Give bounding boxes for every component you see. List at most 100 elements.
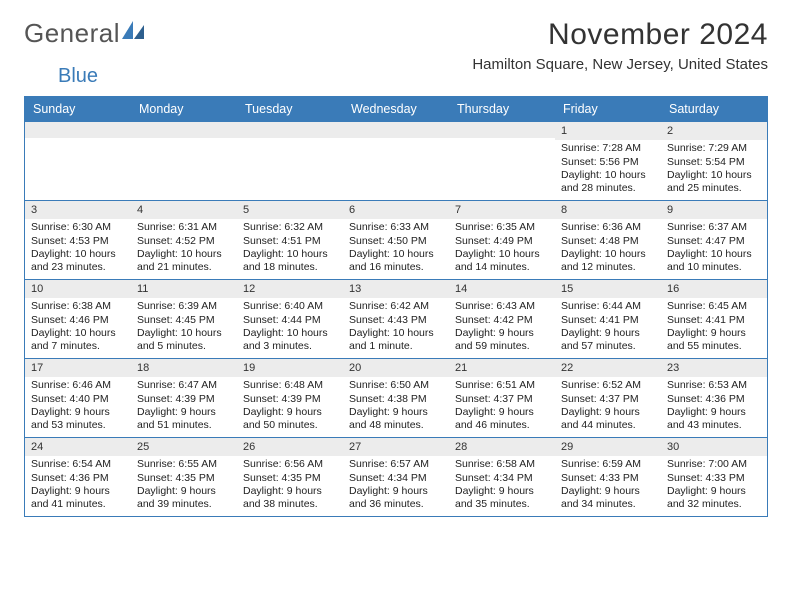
sunrise-line: Sunrise: 6:48 AM <box>243 379 337 392</box>
day-body: Sunrise: 6:47 AMSunset: 4:39 PMDaylight:… <box>131 377 237 437</box>
day-body: Sunrise: 6:52 AMSunset: 4:37 PMDaylight:… <box>555 377 661 437</box>
sunset-line: Sunset: 4:33 PM <box>561 472 655 485</box>
day-number: 29 <box>555 438 661 456</box>
day-body: Sunrise: 6:48 AMSunset: 4:39 PMDaylight:… <box>237 377 343 437</box>
sunrise-line: Sunrise: 7:00 AM <box>667 458 761 471</box>
sunrise-line: Sunrise: 6:56 AM <box>243 458 337 471</box>
day-cell: 18Sunrise: 6:47 AMSunset: 4:39 PMDayligh… <box>131 359 237 437</box>
sunrise-line: Sunrise: 6:32 AM <box>243 221 337 234</box>
day-cell: 27 Sunrise: 6:57 AMSunset: 4:34 PMDayligh… <box>343 438 449 516</box>
day-body: Sunrise: 7:28 AMSunset: 5:56 PMDaylight:… <box>555 140 661 200</box>
sunset-line: Sunset: 4:47 PM <box>667 235 761 248</box>
sunset-line: Sunset: 4:48 PM <box>561 235 655 248</box>
sunrise-line: Sunrise: 6:40 AM <box>243 300 337 313</box>
day-number: 10 <box>25 280 131 298</box>
day-cell <box>131 122 237 200</box>
daylight-line: Daylight: 9 hours and 46 minutes. <box>455 406 549 433</box>
day-header: Monday <box>131 97 237 121</box>
month-title: November 2024 <box>472 18 768 52</box>
day-header: Friday <box>555 97 661 121</box>
day-body: Sunrise: 6:54 AMSunset: 4:36 PMDaylight:… <box>25 456 131 516</box>
day-number: 3 <box>25 201 131 219</box>
day-header: Saturday <box>661 97 767 121</box>
week-row: 1Sunrise: 7:28 AMSunset: 5:56 PMDaylight… <box>25 121 767 200</box>
daylight-line: Daylight: 10 hours and 25 minutes. <box>667 169 761 196</box>
sunrise-line: Sunrise: 6:54 AM <box>31 458 125 471</box>
day-cell: 5Sunrise: 6:32 AMSunset: 4:51 PMDaylight… <box>237 201 343 279</box>
day-cell: 9Sunrise: 6:37 AMSunset: 4:47 PMDaylight… <box>661 201 767 279</box>
day-number: 18 <box>131 359 237 377</box>
day-body: Sunrise: 6:40 AMSunset: 4:44 PMDaylight:… <box>237 298 343 358</box>
sunrise-line: Sunrise: 6:59 AM <box>561 458 655 471</box>
sunrise-line: Sunrise: 6:52 AM <box>561 379 655 392</box>
sunrise-line: Sunrise: 6:55 AM <box>137 458 231 471</box>
daylight-line: Daylight: 9 hours and 53 minutes. <box>31 406 125 433</box>
day-number: 2 <box>661 122 767 140</box>
day-body: Sunrise: 6:38 AMSunset: 4:46 PMDaylight:… <box>25 298 131 358</box>
day-number <box>237 122 343 138</box>
day-body: Sunrise: 6:58 AMSunset: 4:34 PMDaylight:… <box>449 456 555 516</box>
sunset-line: Sunset: 4:49 PM <box>455 235 549 248</box>
day-body: Sunrise: 6:31 AMSunset: 4:52 PMDaylight:… <box>131 219 237 279</box>
sunset-line: Sunset: 4:35 PM <box>137 472 231 485</box>
sunset-line: Sunset: 4:33 PM <box>667 472 761 485</box>
day-body: Sunrise: 6:33 AMSunset: 4:50 PMDaylight:… <box>343 219 449 279</box>
day-number: 23 <box>661 359 767 377</box>
sunrise-line: Sunrise: 6:47 AM <box>137 379 231 392</box>
daylight-line: Daylight: 10 hours and 1 minute. <box>349 327 443 354</box>
day-body: Sunrise: 6:55 AMSunset: 4:35 PMDaylight:… <box>131 456 237 516</box>
sunrise-line: Sunrise: 7:28 AM <box>561 142 655 155</box>
logo-word2: Blue <box>58 65 98 87</box>
day-number: 5 <box>237 201 343 219</box>
day-cell <box>343 122 449 200</box>
sunset-line: Sunset: 4:51 PM <box>243 235 337 248</box>
day-cell: 8Sunrise: 6:36 AMSunset: 4:48 PMDaylight… <box>555 201 661 279</box>
daylight-line: Daylight: 10 hours and 16 minutes. <box>349 248 443 275</box>
daylight-line: Daylight: 10 hours and 5 minutes. <box>137 327 231 354</box>
daylight-line: Daylight: 10 hours and 3 minutes. <box>243 327 337 354</box>
daylight-line: Daylight: 9 hours and 36 minutes. <box>349 485 443 512</box>
day-body: Sunrise: 6:51 AMSunset: 4:37 PMDaylight:… <box>449 377 555 437</box>
day-header: Tuesday <box>237 97 343 121</box>
sunset-line: Sunset: 4:52 PM <box>137 235 231 248</box>
day-number: 12 <box>237 280 343 298</box>
sunset-line: Sunset: 4:44 PM <box>243 314 337 327</box>
day-number <box>343 122 449 138</box>
sunrise-line: Sunrise: 6:42 AM <box>349 300 443 313</box>
sunrise-line: Sunrise: 6:33 AM <box>349 221 443 234</box>
sunrise-line: Sunrise: 6:37 AM <box>667 221 761 234</box>
day-cell: 12Sunrise: 6:40 AMSunset: 4:44 PMDayligh… <box>237 280 343 358</box>
day-cell: 3Sunrise: 6:30 AMSunset: 4:53 PMDaylight… <box>25 201 131 279</box>
day-cell: 22Sunrise: 6:52 AMSunset: 4:37 PMDayligh… <box>555 359 661 437</box>
sunrise-line: Sunrise: 6:38 AM <box>31 300 125 313</box>
day-number: 17 <box>25 359 131 377</box>
day-cell <box>237 122 343 200</box>
title-block: November 2024 Hamilton Square, New Jerse… <box>472 18 768 73</box>
day-number: 25 <box>131 438 237 456</box>
calendar: Sunday Monday Tuesday Wednesday Thursday… <box>24 96 768 517</box>
daylight-line: Daylight: 9 hours and 38 minutes. <box>243 485 337 512</box>
sunrise-line: Sunrise: 6:57 AM <box>349 458 443 471</box>
day-cell: 25Sunrise: 6:55 AMSunset: 4:35 PMDayligh… <box>131 438 237 516</box>
day-body: Sunrise: 6:45 AMSunset: 4:41 PMDaylight:… <box>661 298 767 358</box>
sunset-line: Sunset: 4:42 PM <box>455 314 549 327</box>
sunset-line: Sunset: 4:34 PM <box>349 472 443 485</box>
day-body: Sunrise: 7:00 AMSunset: 4:33 PMDaylight:… <box>661 456 767 516</box>
sunset-line: Sunset: 4:43 PM <box>349 314 443 327</box>
day-number: 19 <box>237 359 343 377</box>
day-cell <box>449 122 555 200</box>
daylight-line: Daylight: 9 hours and 51 minutes. <box>137 406 231 433</box>
daylight-line: Daylight: 9 hours and 50 minutes. <box>243 406 337 433</box>
day-cell: 19Sunrise: 6:48 AMSunset: 4:39 PMDayligh… <box>237 359 343 437</box>
day-cell: 2Sunrise: 7:29 AMSunset: 5:54 PMDaylight… <box>661 122 767 200</box>
day-number: 27 <box>343 438 449 456</box>
day-number: 14 <box>449 280 555 298</box>
daylight-line: Daylight: 9 hours and 44 minutes. <box>561 406 655 433</box>
daylight-line: Daylight: 9 hours and 43 minutes. <box>667 406 761 433</box>
day-cell: 6Sunrise: 6:33 AMSunset: 4:50 PMDaylight… <box>343 201 449 279</box>
daylight-line: Daylight: 10 hours and 7 minutes. <box>31 327 125 354</box>
week-row: 24Sunrise: 6:54 AMSunset: 4:36 PMDayligh… <box>25 437 767 516</box>
sunrise-line: Sunrise: 6:50 AM <box>349 379 443 392</box>
day-cell: 10Sunrise: 6:38 AMSunset: 4:46 PMDayligh… <box>25 280 131 358</box>
day-body: Sunrise: 6:32 AMSunset: 4:51 PMDaylight:… <box>237 219 343 279</box>
